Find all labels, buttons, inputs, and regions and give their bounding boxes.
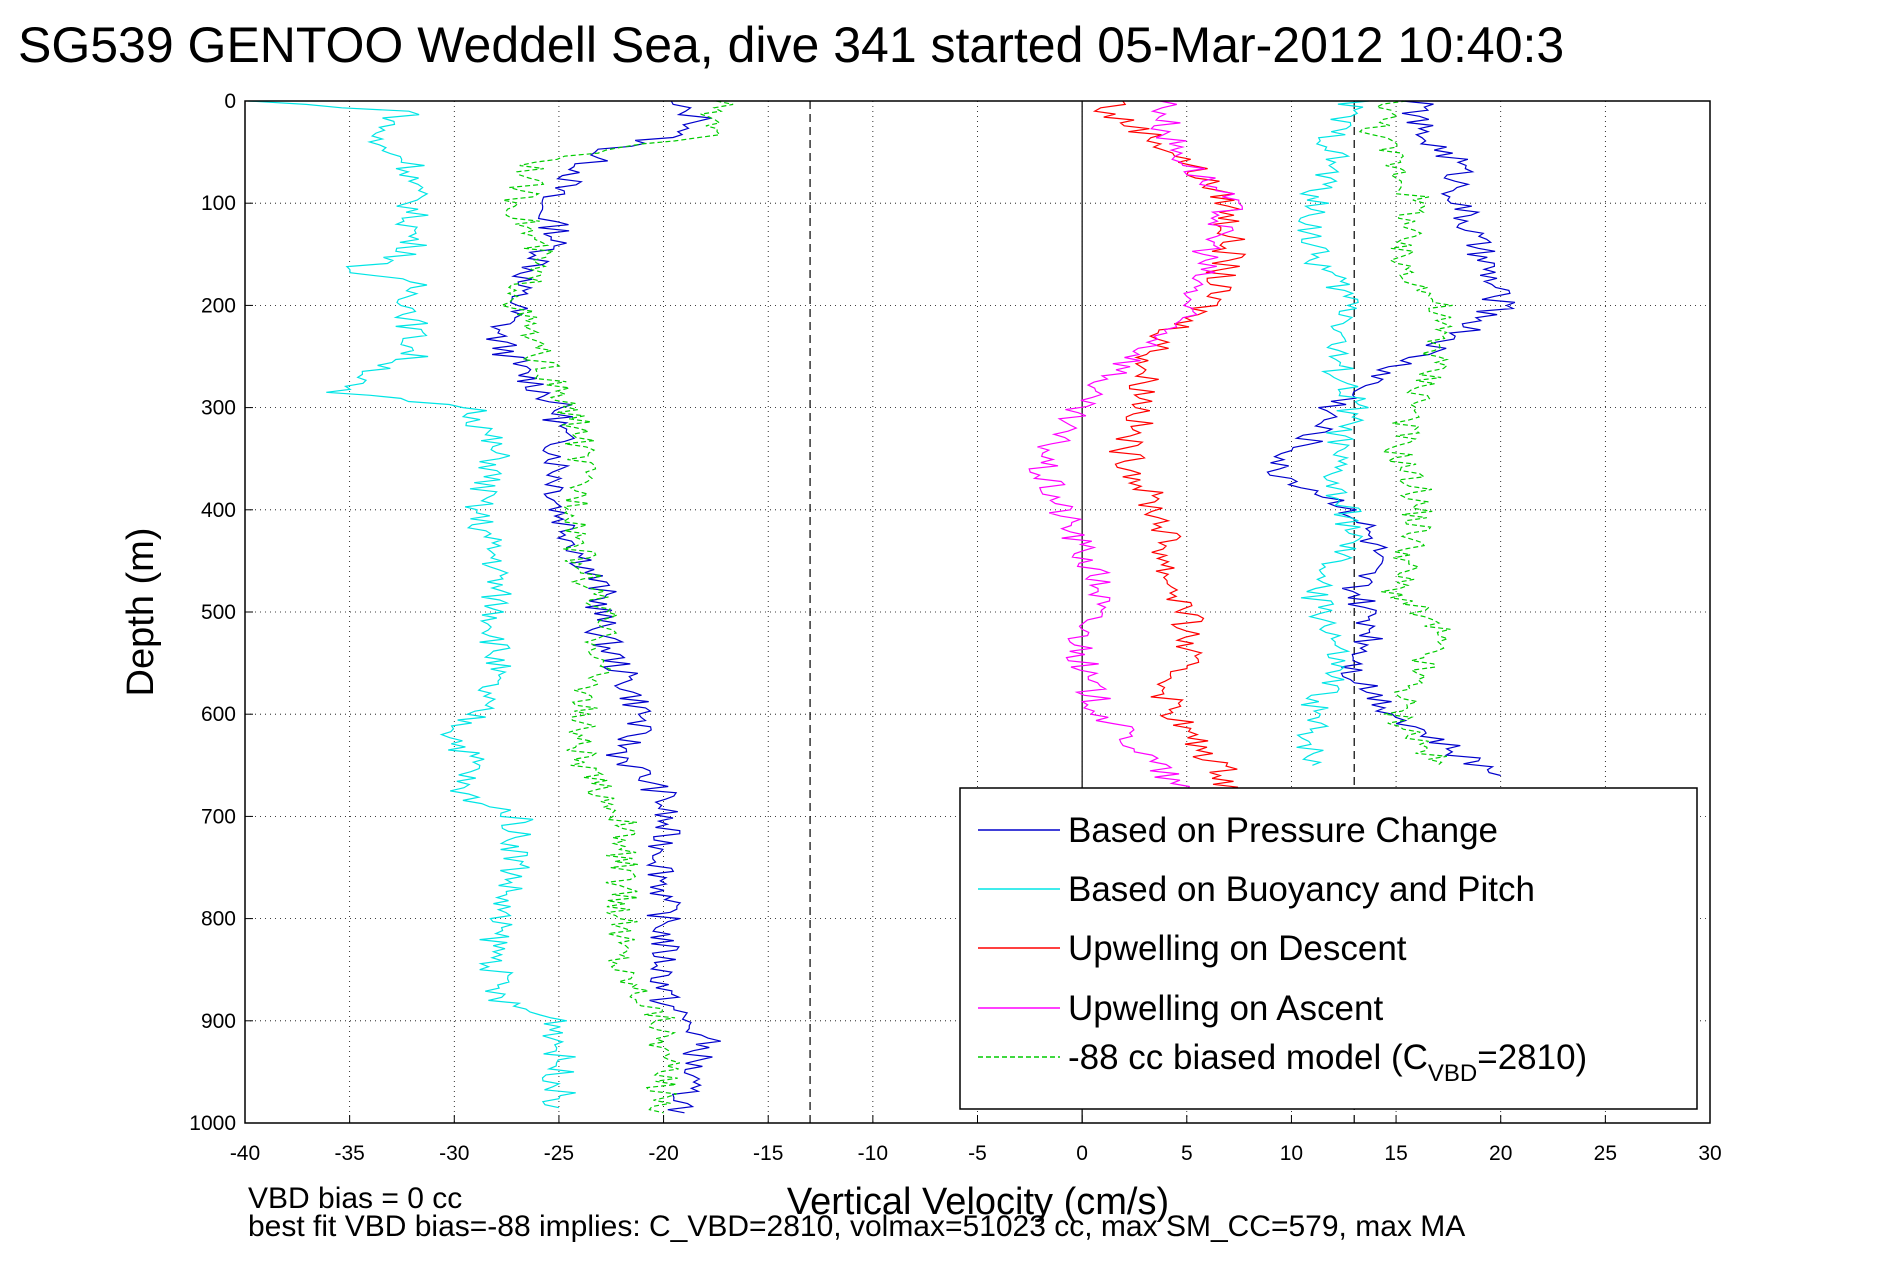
x-tick-label: 15 bbox=[1384, 1142, 1407, 1165]
x-tick-label: -35 bbox=[334, 1142, 364, 1165]
y-axis-label: Depth (m) bbox=[120, 528, 162, 697]
series-line-upwelling_descent bbox=[1092, 100, 1247, 797]
series-line-upwelling_ascent bbox=[1028, 100, 1244, 797]
x-tick-label: -5 bbox=[968, 1142, 987, 1165]
y-tick-label: 400 bbox=[201, 499, 236, 522]
y-tick-label: 900 bbox=[201, 1010, 236, 1033]
x-tick-label: -15 bbox=[753, 1142, 783, 1165]
legend-label-upwelling_descent: Upwelling on Descent bbox=[1068, 929, 1407, 968]
legend-label-pressure: Based on Pressure Change bbox=[1068, 811, 1498, 850]
x-tick-label: 0 bbox=[1076, 1142, 1088, 1165]
legend-label-buoyancy: Based on Buoyancy and Pitch bbox=[1068, 870, 1535, 909]
legend-box bbox=[959, 787, 1698, 1110]
plot-frame bbox=[244, 100, 1711, 1124]
legend-label-biased_model: -88 cc biased model (CVBD=2810) bbox=[1068, 1038, 1587, 1087]
series-group bbox=[248, 100, 1516, 1114]
x-tick-label: -25 bbox=[544, 1142, 574, 1165]
y-tick-label: 1000 bbox=[189, 1112, 236, 1135]
series-line-biased_model bbox=[499, 100, 734, 1114]
x-tick-label: -30 bbox=[439, 1142, 469, 1165]
x-tick-label: -10 bbox=[858, 1142, 888, 1165]
series-line-pressure_ascent bbox=[1266, 100, 1516, 777]
y-tick-label: 100 bbox=[201, 192, 236, 215]
x-tick-label: 5 bbox=[1181, 1142, 1193, 1165]
y-tick-label: 600 bbox=[201, 703, 236, 726]
y-tick-labels: 0 100 200 300 400 500 600 700 800 900 1000 bbox=[189, 90, 236, 1135]
series-line-buoyancy_ascent bbox=[1296, 100, 1369, 766]
x-tick-label: 20 bbox=[1489, 1142, 1512, 1165]
footer-line-2: best fit VBD bias=-88 implies: C_VBD=281… bbox=[248, 1210, 1465, 1243]
y-tick-label: 200 bbox=[201, 294, 236, 317]
x-tick-label: 30 bbox=[1698, 1142, 1721, 1165]
y-tick-label: 300 bbox=[201, 397, 236, 420]
x-tick-label: 25 bbox=[1594, 1142, 1617, 1165]
x-tick-label: -40 bbox=[230, 1142, 260, 1165]
x-tick-labels: -40 -35 -30 -25 -20 -15 -10 -5 0 5 10 15 20 25 30 bbox=[230, 1142, 1722, 1165]
x-tick-label: 10 bbox=[1280, 1142, 1303, 1165]
y-tick-label: 700 bbox=[201, 805, 236, 828]
y-tick-label: 0 bbox=[224, 90, 236, 113]
series-line-buoyancy bbox=[248, 100, 576, 1109]
chart-title: SG539 GENTOO Weddell Sea, dive 341 start… bbox=[18, 17, 1564, 73]
legend-label-upwelling_ascent: Upwelling on Ascent bbox=[1068, 989, 1383, 1028]
y-tick-label: 500 bbox=[201, 601, 236, 624]
series-line-biased_ascent bbox=[1358, 100, 1453, 766]
footer-line-1: VBD bias = 0 cc bbox=[248, 1182, 462, 1215]
legend: Based on Pressure Change Based on Buoyanc… bbox=[959, 787, 1698, 1110]
x-axis-label: Vertical Velocity (cm/s) bbox=[787, 1181, 1169, 1223]
x-tick-label: -20 bbox=[648, 1142, 678, 1165]
y-tick-label: 800 bbox=[201, 908, 236, 931]
